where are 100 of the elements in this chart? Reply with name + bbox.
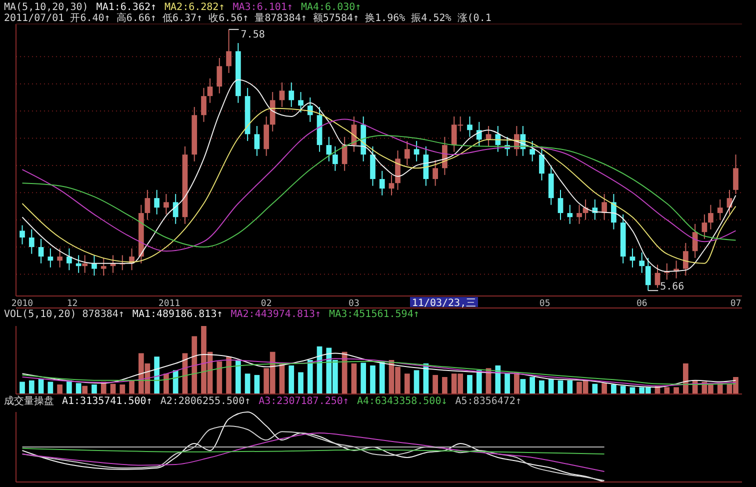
bar [504, 374, 510, 394]
bar [342, 352, 348, 394]
candlestick [28, 228, 34, 254]
candlestick [207, 78, 213, 104]
text: MA2:6.282↑ [164, 2, 225, 13]
bar [192, 336, 198, 394]
bar [379, 361, 385, 394]
bar [514, 372, 520, 394]
candlestick [654, 264, 660, 288]
candlestick [645, 257, 651, 292]
text: MA1:489186.813↑ [132, 309, 223, 320]
chart-title: MA(5,10,20,30) [4, 2, 88, 13]
text: MA4:6.030↑ [300, 2, 362, 13]
candlestick [530, 140, 536, 162]
candlestick [708, 204, 714, 230]
text: MA3:6.101↑ [232, 2, 293, 13]
candlestick [92, 254, 97, 276]
bar [664, 387, 670, 394]
candlestick [38, 238, 44, 264]
bar [611, 384, 616, 394]
candlestick [226, 28, 232, 74]
candlestick [201, 87, 206, 122]
bar [530, 377, 536, 394]
candlestick [379, 170, 385, 196]
candlestick [288, 82, 294, 108]
candlestick [702, 214, 708, 240]
bar [298, 372, 304, 394]
bar [48, 382, 54, 394]
bar [172, 370, 178, 394]
candlestick [717, 198, 723, 220]
candlestick [682, 242, 688, 276]
bar [370, 365, 376, 394]
bar [82, 386, 88, 394]
bar [164, 374, 169, 394]
bar [236, 360, 241, 394]
text: A1:3135741.500↑ [62, 396, 152, 407]
text: A4:6343358.500↓ [356, 396, 448, 407]
bar [76, 383, 82, 394]
candlestick [76, 254, 82, 274]
bar [476, 370, 482, 394]
candlestick [164, 194, 169, 215]
bar [602, 383, 607, 394]
candlestick [298, 92, 304, 113]
bar [414, 370, 420, 394]
candlestick [66, 248, 72, 271]
bar [682, 363, 688, 394]
candlestick [576, 204, 582, 224]
bar [154, 356, 160, 394]
bar [548, 379, 554, 394]
candlestick [254, 126, 260, 156]
candlestick [639, 252, 645, 274]
candlestick [388, 174, 394, 196]
x-tick-label: 07 [730, 299, 742, 309]
bar [57, 384, 62, 394]
bar [28, 380, 34, 394]
candlestick [611, 194, 616, 230]
bar [520, 379, 526, 394]
chart-title: VOL(5,10,20) 878384↑ [4, 309, 124, 320]
text: A3:2307187.250↑ [258, 396, 349, 407]
bar [442, 377, 448, 394]
candlestick [495, 126, 501, 152]
candlestick [57, 248, 62, 268]
candlestick [307, 96, 313, 122]
candlestick [20, 224, 25, 245]
candlestick [567, 204, 573, 224]
bar [620, 386, 626, 394]
bar [351, 363, 357, 394]
candlestick [332, 146, 338, 172]
bar [404, 374, 410, 394]
bar [307, 360, 313, 394]
bar [226, 356, 232, 394]
x-tick-label: 2011 [158, 299, 180, 309]
candlestick [558, 189, 564, 220]
bar [66, 380, 72, 394]
chart-title: 成交量操盘 [4, 395, 54, 407]
candlestick [404, 140, 410, 166]
candlestick [733, 154, 738, 194]
candlestick [82, 254, 88, 274]
bar [467, 374, 472, 394]
bar [288, 365, 294, 394]
candlestick [432, 160, 438, 186]
bar [539, 380, 544, 394]
candlestick [48, 248, 54, 268]
bar [674, 387, 679, 394]
candlestick [216, 58, 222, 94]
candlestick [602, 194, 607, 220]
x-tick-label: 02 [260, 299, 272, 309]
annotation: 7.58 [240, 29, 265, 40]
candlestick [467, 116, 472, 138]
text: A2:2806255.500↑ [160, 396, 251, 407]
x-tick-label: 2010 [11, 299, 34, 309]
candlestick [476, 121, 482, 147]
candlestick [144, 189, 150, 220]
bar [120, 384, 126, 394]
text: MA3:451561.594↑ [329, 309, 420, 320]
x-tick-label: 06 [636, 299, 648, 309]
x-tick-label: 03 [348, 299, 360, 309]
candlestick [342, 136, 348, 172]
bar [432, 374, 438, 394]
text: 11/03/23,三 [412, 298, 476, 309]
